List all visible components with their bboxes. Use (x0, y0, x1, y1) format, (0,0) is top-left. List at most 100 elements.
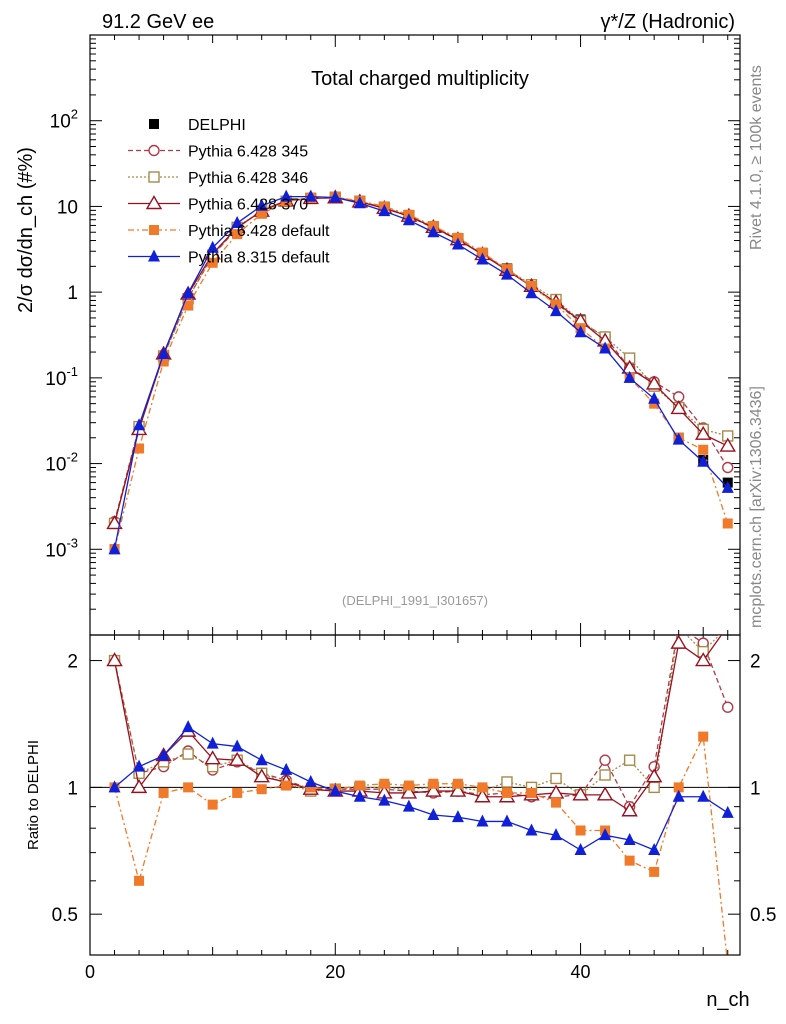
data-point-s4-17 (526, 280, 537, 291)
ratio-point-s4-9 (329, 784, 342, 797)
process-label: γ*/Z (Hadronic) (601, 11, 735, 33)
data-point-s5-1 (133, 418, 146, 431)
x-axis-label: n_ch (706, 989, 749, 1011)
data-point-s4-3 (183, 300, 194, 311)
y-tick-label: 1 (67, 283, 78, 304)
ratio-line-4 (114, 726, 729, 851)
data-point-s4-5 (232, 229, 243, 240)
ratio-point-s2-24 (694, 652, 712, 667)
ratio-point-s3-6 (256, 784, 267, 795)
data-point-s4-4 (207, 257, 218, 268)
data-point-s5-18 (550, 304, 563, 317)
legend-label-5: Pythia 8.315 default (188, 250, 330, 267)
data-point-s3-23 (670, 400, 687, 415)
data-point-s5-9 (329, 190, 342, 203)
ratio-point-s3-11 (379, 778, 390, 789)
ratio-point-s3-2 (158, 787, 169, 798)
data-point-s4-2 (158, 356, 169, 367)
ratio-point-s0-25 (722, 701, 734, 713)
data-point-s5-24 (697, 454, 710, 467)
ratio-point-s3-23 (673, 782, 684, 793)
ratio-point-s3-17 (526, 787, 537, 798)
data-point-s5-17 (525, 286, 538, 299)
ratio-y-axis-label: Ratio to DELPHI (25, 740, 42, 850)
ratio-point-s1-16 (501, 776, 513, 788)
data-point-s4-6 (256, 208, 267, 219)
ratio-point-s2-12 (400, 784, 418, 799)
data-point-s5-5 (231, 216, 244, 229)
ratio-point-s4-8 (304, 774, 317, 787)
legend-label-3: Pythia 6.428 370 (188, 197, 308, 214)
ratio-point-s0-20 (599, 754, 611, 766)
ratio-y-tick-label: 0.5 (52, 905, 78, 926)
ratio-y-tick-label: 2 (67, 652, 78, 673)
x-tick-label: 20 (325, 962, 345, 982)
data-point-s5-12 (402, 213, 415, 226)
series-line-1 (113, 196, 729, 522)
ratio-series-layer (106, 634, 734, 955)
ratio-point-s4-2 (157, 748, 170, 761)
ratio-point-s3-18 (551, 797, 562, 808)
data-point-s5-20 (599, 341, 612, 354)
ratio-point-s1-3 (182, 748, 194, 760)
ratio-point-s3-14 (452, 778, 463, 789)
data-point-s5-21 (623, 370, 636, 383)
ratio-y-tick-label-right: 1 (750, 778, 761, 799)
ratio-panel-frame (89, 634, 741, 956)
ratio-point-s3-4 (207, 799, 218, 810)
ratio-point-s4-6 (255, 753, 268, 766)
data-point-s4-15 (477, 247, 488, 258)
ratio-point-s4-25 (721, 805, 734, 818)
ratio-point-s3-10 (354, 780, 365, 791)
ratio-point-s3-19 (575, 825, 586, 836)
ratio-y-tick-label-right: 0.5 (750, 905, 776, 926)
data-point-s5-7 (280, 189, 293, 202)
ratio-point-s4-23 (672, 789, 685, 802)
legend-marker-1 (148, 144, 160, 157)
series-line-3 (113, 197, 729, 524)
data-point-s5-19 (574, 325, 587, 338)
legend-label-4: Pythia 6.428 default (188, 223, 330, 240)
legend-marker-4 (149, 225, 159, 235)
legend-label-1: Pythia 6.428 345 (188, 144, 308, 161)
ratio-point-s4-15 (476, 814, 489, 827)
data-point-s5-25 (721, 480, 734, 493)
main-series-layer (106, 189, 736, 555)
series-line-2 (113, 196, 728, 524)
ratio-point-s1-21 (623, 754, 636, 766)
ratio-point-s3-16 (501, 787, 512, 798)
data-point-s3-24 (694, 425, 712, 440)
data-point-s5-10 (353, 196, 366, 209)
ratio-point-s4-4 (206, 736, 219, 749)
ratio-point-s4-13 (427, 807, 440, 820)
data-point-s5-22 (648, 391, 661, 404)
mcplots-credit-label: mcplots.cern.ch [arXiv:1306.3436] (748, 386, 765, 628)
ratio-point-s2-21 (621, 802, 638, 817)
data-point-s5-13 (427, 225, 440, 238)
legend-marker-5 (148, 249, 160, 262)
ratio-point-s4-16 (500, 814, 513, 827)
ratio-point-s3-24 (698, 731, 709, 742)
ratio-point-s4-20 (599, 828, 612, 841)
y-tick-label: 10-2 (45, 450, 78, 476)
ratio-point-s2-19 (572, 786, 589, 801)
ratio-point-s3-1 (134, 875, 145, 886)
ratio-point-s3-5 (232, 787, 243, 798)
ratio-line-1 (113, 635, 721, 796)
data-point-s5-11 (378, 204, 391, 217)
data-point-s1-25 (722, 461, 734, 474)
ratio-point-s3-21 (624, 855, 635, 866)
ratio-line-2 (113, 635, 723, 812)
ratio-point-s2-20 (596, 786, 614, 801)
ratio-point-s2-1 (130, 778, 148, 794)
y-tick-label: 10-1 (45, 364, 78, 390)
ratio-y-tick-label: 1 (67, 778, 78, 799)
ratio-point-s2-0 (106, 652, 123, 667)
data-point-s4-25 (722, 518, 733, 529)
ratio-point-s4-24 (697, 789, 710, 802)
ratio-point-s4-21 (623, 833, 636, 846)
axis-ticks: 0 20 40 10-3 10-2 10-1 1 10 102 0.5 0.5 1 1 2 2 (45, 35, 776, 982)
data-point-s5-4 (206, 240, 219, 253)
data-point-s4-24 (698, 444, 709, 455)
ratio-point-s4-22 (648, 843, 661, 856)
